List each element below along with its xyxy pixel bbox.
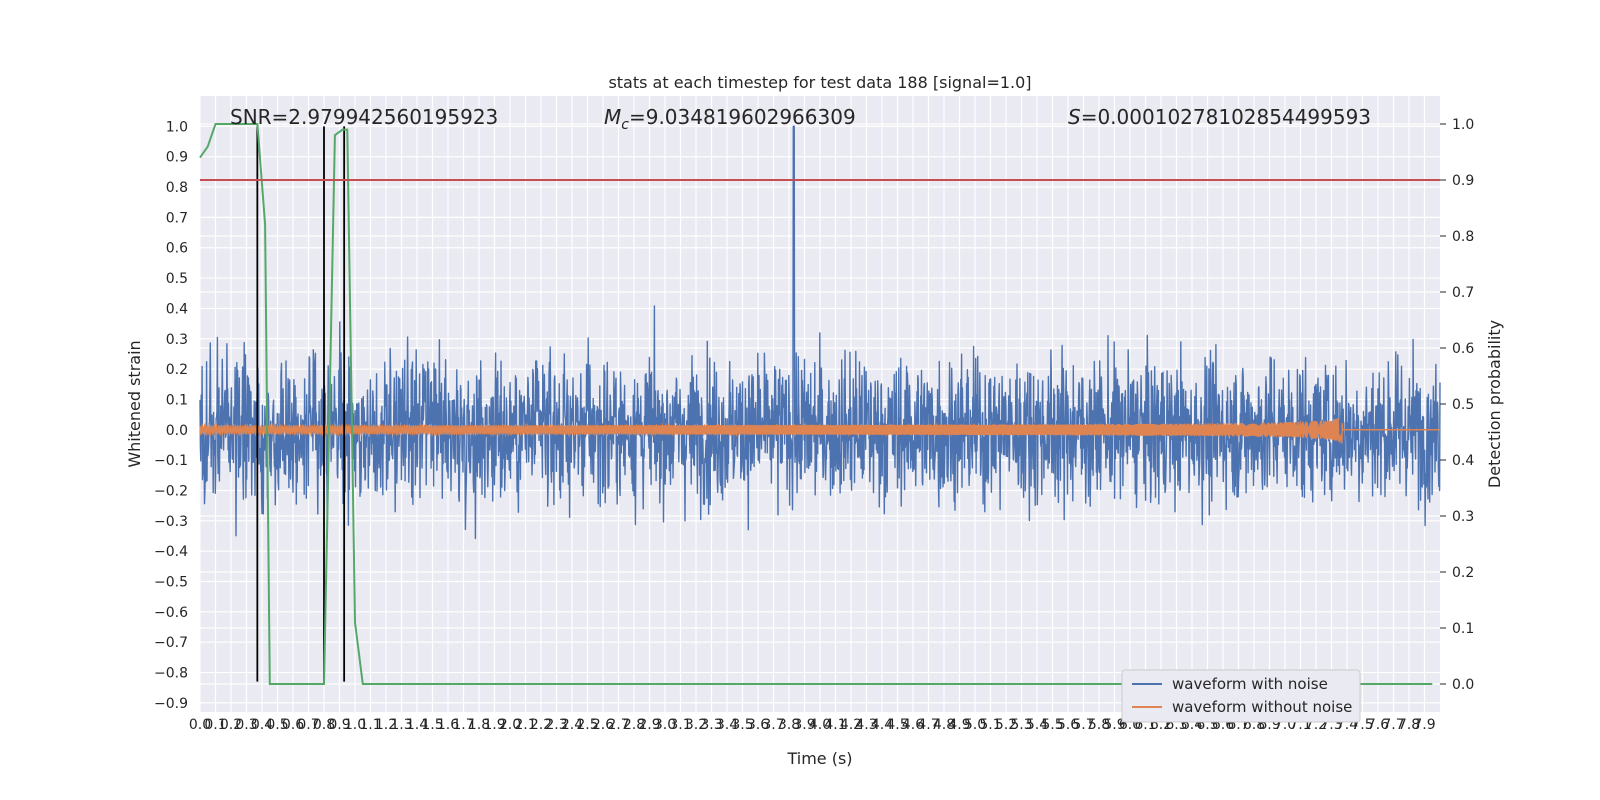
y-tick-label: 0.8 [166, 180, 188, 196]
y2-tick-label: 0.9 [1452, 173, 1474, 189]
y2-tick-label: 1.0 [1452, 117, 1474, 133]
y-tick-label: 0.6 [166, 241, 188, 257]
y-tick-label: −0.3 [154, 514, 188, 530]
y-tick-label: −0.6 [154, 605, 188, 621]
mc-annotation: Mc=9.034819602966309 [604, 105, 856, 133]
y2-tick-label: 0.5 [1452, 397, 1474, 413]
s-annotation: S=0.00010278102854499593 [1068, 105, 1371, 129]
y-tick-label: −0.9 [154, 696, 188, 712]
y2-tick-label: 0.3 [1452, 509, 1474, 525]
snr-annotation: SNR=2.979942560195923 [230, 105, 498, 129]
y2-tick-label: 0.8 [1452, 229, 1474, 245]
y2-tick-label: 0.2 [1452, 565, 1474, 581]
y-axis-ticks: −0.9 −0.8 −0.7 −0.6 −0.5 −0.4 −0.3 −0.2 −0.1 0.0 0… [154, 119, 188, 712]
y-tick-label: 0.3 [166, 332, 188, 348]
y-tick-label: 0.4 [166, 301, 188, 317]
y-tick-label: 0.5 [166, 271, 188, 287]
y-tick-label: −0.1 [154, 453, 188, 469]
y2-tick-label: 0.4 [1452, 453, 1474, 469]
y-tick-label: 0.9 [166, 150, 188, 166]
y2-axis-label: Detection probability [1485, 320, 1504, 488]
y2-tick-label: 0.6 [1452, 341, 1474, 357]
legend: waveform with noise waveform without noi… [1122, 670, 1360, 722]
y2-tick-label: 0.0 [1452, 677, 1474, 693]
x-tick-label: 7.9 [1413, 717, 1435, 733]
legend-label-noise: waveform with noise [1172, 675, 1328, 693]
y-tick-label: 0.2 [166, 362, 188, 378]
y-tick-label: 0.0 [166, 423, 188, 439]
y2-tick-label: 0.7 [1452, 285, 1474, 301]
x-axis-label: Time (s) [786, 749, 852, 768]
y-tick-label: 0.7 [166, 210, 188, 226]
legend-label-clean: waveform without noise [1172, 698, 1352, 716]
y-tick-label: −0.5 [154, 575, 188, 591]
y-tick-label: −0.8 [154, 666, 188, 682]
y-tick-label: −0.7 [154, 635, 188, 651]
y-axis-label: Whitened strain [125, 340, 144, 467]
y-tick-label: 1.0 [166, 119, 188, 135]
chart-title: stats at each timestep for test data 188… [608, 73, 1031, 92]
y2-tick-label: 0.1 [1452, 621, 1474, 637]
y-tick-label: −0.4 [154, 544, 188, 560]
y-tick-label: 0.1 [166, 392, 188, 408]
y-tick-label: −0.2 [154, 483, 188, 499]
y2-axis-ticks: 0.0 0.1 0.2 0.3 0.4 0.5 0.6 0.7 0.8 0.9 1.0 [1440, 117, 1474, 693]
